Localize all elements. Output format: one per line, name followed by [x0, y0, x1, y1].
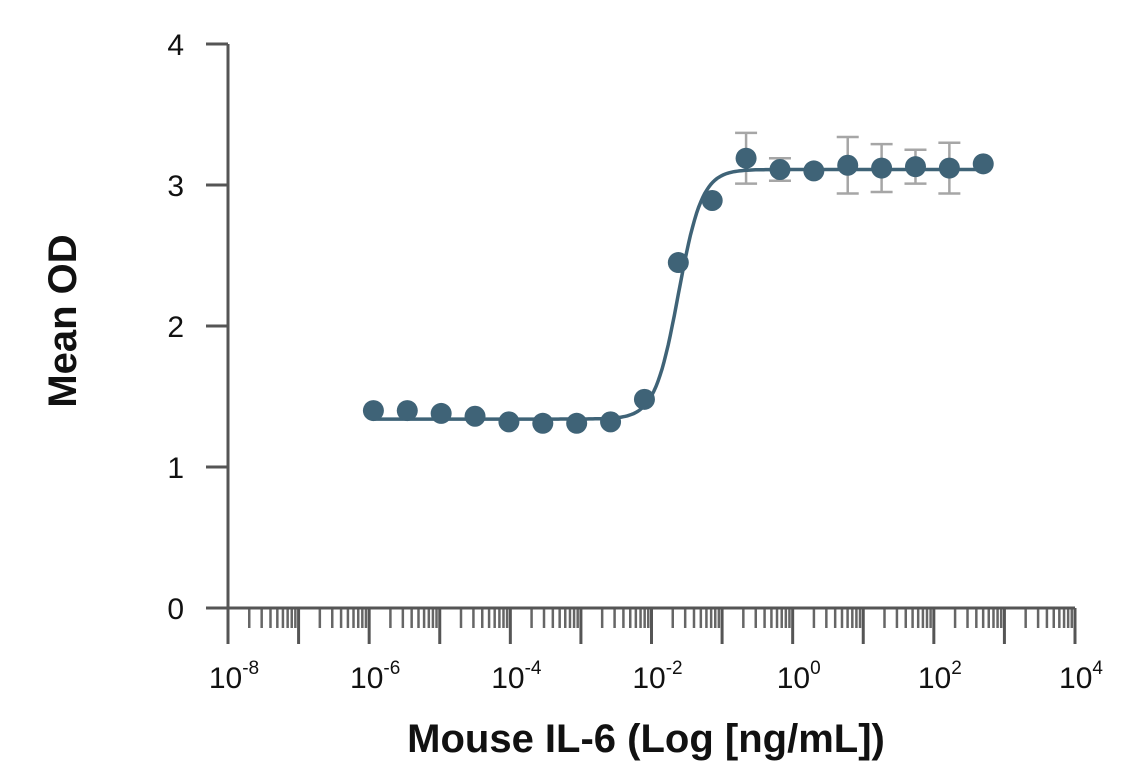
data-point — [938, 157, 960, 179]
x-tick-label: 104 — [1059, 658, 1103, 695]
y-tick-label: 1 — [167, 452, 184, 485]
x-minor-ticks — [247, 608, 1074, 628]
y-ticks — [206, 42, 228, 610]
x-tick-label: 10-6 — [350, 658, 400, 695]
data-point — [667, 252, 689, 274]
data-point — [396, 400, 418, 422]
data-point — [600, 411, 622, 433]
y-tick-label: 3 — [167, 170, 184, 203]
data-points — [362, 147, 994, 434]
data-point — [633, 388, 655, 410]
data-point — [701, 190, 723, 212]
x-major-ticks — [226, 608, 1077, 644]
y-tick-label: 4 — [167, 29, 184, 62]
data-point — [362, 400, 384, 422]
data-point — [837, 154, 859, 176]
data-point — [769, 158, 791, 180]
x-tick-label: 102 — [918, 658, 962, 695]
x-tick-label: 100 — [777, 658, 821, 695]
x-tick-label: 10-8 — [209, 658, 259, 695]
y-tick-labels: 0 1 2 3 4 — [167, 29, 184, 626]
data-point — [803, 160, 825, 182]
y-tick-label: 0 — [167, 593, 184, 626]
fit-curve — [373, 167, 984, 421]
data-point — [464, 405, 486, 427]
data-point — [498, 411, 520, 433]
x-tick-labels: 10-8 10-6 10-4 10-2 100 102 104 — [209, 658, 1104, 695]
y-tick-label: 2 — [167, 311, 184, 344]
data-point — [904, 156, 926, 178]
x-tick-label: 10-4 — [491, 658, 542, 695]
data-point — [735, 147, 757, 169]
y-axis-title: Mean OD — [41, 234, 85, 407]
x-axis-title: Mouse IL-6 (Log [ng/mL]) — [407, 717, 885, 761]
x-tick-label: 10-2 — [632, 658, 682, 695]
data-point — [532, 412, 554, 434]
data-point — [430, 402, 452, 424]
data-point — [972, 153, 994, 175]
data-point — [566, 412, 588, 434]
data-point — [871, 157, 893, 179]
